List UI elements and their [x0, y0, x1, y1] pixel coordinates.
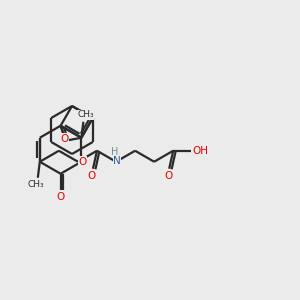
Text: O: O — [56, 192, 65, 202]
Text: CH₃: CH₃ — [77, 110, 94, 119]
Text: O: O — [164, 171, 172, 181]
Text: O: O — [78, 157, 86, 167]
Text: H: H — [111, 147, 119, 157]
Text: O: O — [88, 171, 96, 181]
Text: OH: OH — [192, 146, 208, 156]
Text: O: O — [61, 134, 69, 144]
Text: CH₃: CH₃ — [28, 180, 44, 189]
Text: N: N — [113, 156, 121, 166]
